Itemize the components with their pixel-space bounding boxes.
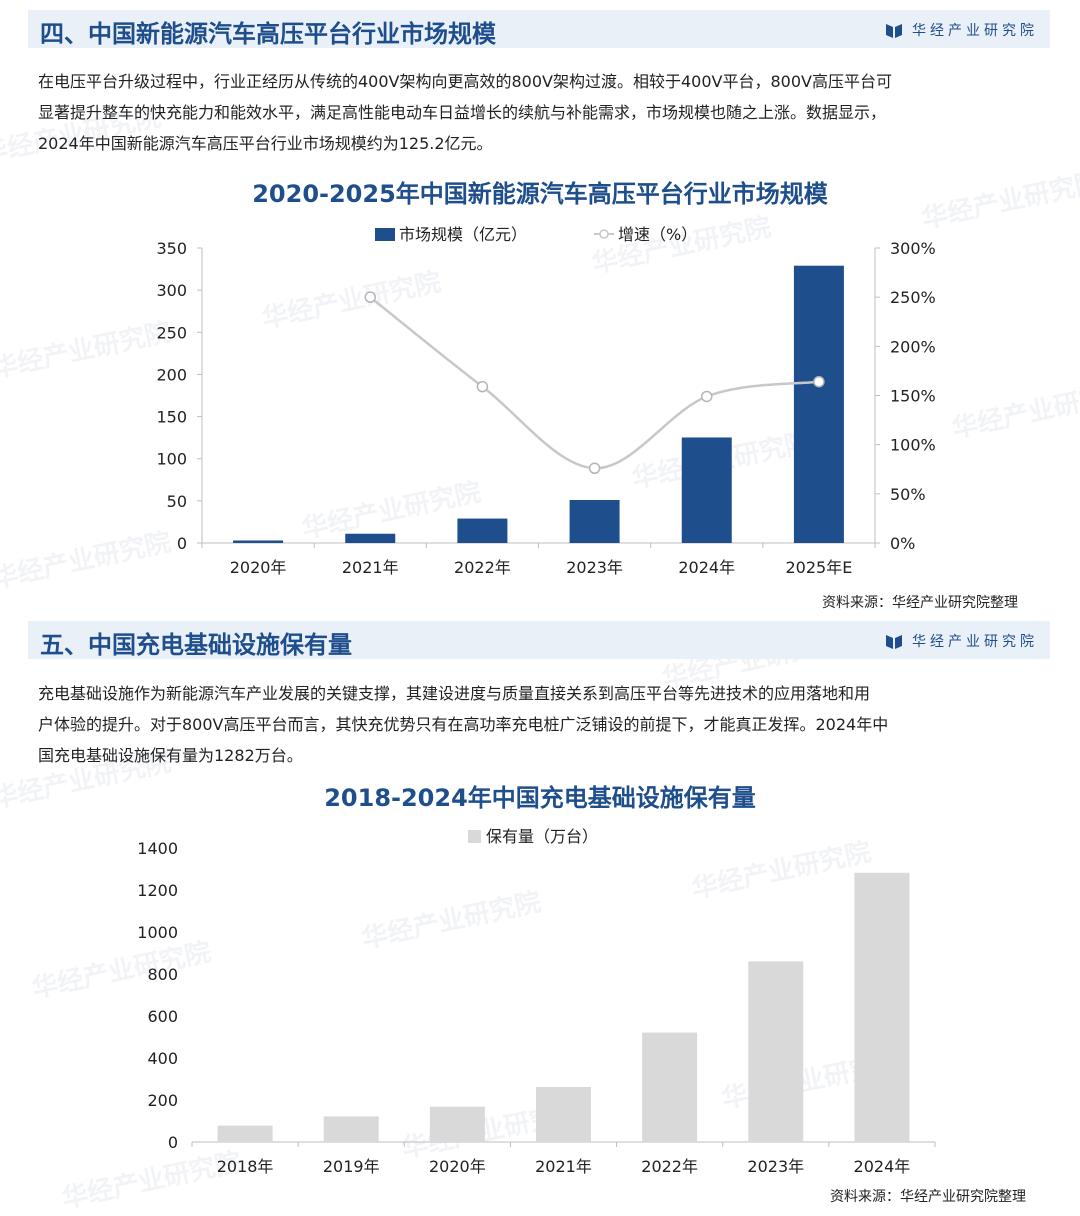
y-tick-label: 1400	[137, 839, 178, 858]
brand-logo-icon	[886, 635, 902, 649]
chart2-title: 2018-2024年中国充电基础设施保有量	[324, 784, 756, 812]
y-tick-label: 600	[147, 1007, 178, 1026]
y-tick-label: 0	[168, 1133, 178, 1152]
y2-tick-label: 250%	[890, 288, 936, 307]
paragraph-line: 户体验的提升。对于800V高压平台而言，其快充优势只有在高功率充电桩广泛铺设的前…	[38, 715, 889, 734]
brand-logo: 华经产业研究院	[886, 20, 1038, 40]
paragraph-line: 显著提升整车的快充能力和能效水平，满足高性能电动车日益增长的续航与补能需求，市场…	[38, 103, 887, 122]
y-tick-label: 200	[147, 1091, 178, 1110]
paragraph-line: 国充电基础设施保有量为1282万台。	[38, 746, 303, 765]
brand-name: 华经产业研究院	[912, 23, 1038, 39]
bar-charging-count	[854, 872, 910, 1142]
y2-tick-label: 300%	[890, 239, 936, 258]
x-tick-label: 2022年	[641, 1157, 698, 1176]
chart2-plot: 保有量（万台） 0 200 400 600 800 1000 1200 1400 2018年 201…	[137, 827, 936, 1176]
x-tick-label: 2020年	[230, 558, 287, 577]
bar-market-size	[681, 437, 732, 543]
bar-charging-count	[748, 961, 804, 1142]
bar-market-size	[345, 533, 396, 543]
bar-market-size	[233, 540, 284, 543]
x-tick-label: 2018年	[217, 1157, 274, 1176]
growth-point	[364, 291, 376, 303]
bar-charging-count	[429, 1106, 485, 1142]
section-header-5: 五、中国充电基础设施保有量 华经产业研究院	[28, 621, 1050, 659]
legend-label-growth: 增速（%）	[618, 225, 697, 244]
x-tick-label: 2021年	[535, 1157, 592, 1176]
legend-swatch-market-size	[375, 228, 395, 241]
bar-charging-count	[217, 1125, 273, 1142]
growth-point	[701, 390, 713, 403]
legend-label-count: 保有量（万台）	[486, 827, 598, 846]
y2-tick-label: 100%	[890, 436, 936, 455]
y2-tick-label: 200%	[890, 337, 936, 356]
bar-charging-count	[536, 1086, 591, 1142]
y-tick-label: 50	[167, 492, 187, 511]
paragraph-line: 充电基础设施作为新能源汽车产业发展的关键支撑，其建设进度与质量直接关系到高压平台…	[38, 684, 871, 703]
section5-paragraph: 充电基础设施作为新能源汽车产业发展的关键支撑，其建设进度与质量直接关系到高压平台…	[38, 678, 1050, 771]
paragraph-line: 在电压平台升级过程中，行业正经历从传统的400V架构向更高效的800V架构过渡。…	[38, 72, 892, 91]
bar-charging-count	[642, 1032, 698, 1142]
chart1-source: 资料来源：华经产业研究院整理	[822, 595, 1018, 611]
y2-tick-label: 50%	[890, 485, 926, 504]
y-tick-label: 400	[147, 1049, 178, 1068]
bar-market-size	[793, 265, 844, 543]
growth-point	[588, 462, 601, 475]
y2-tick-label: 150%	[890, 387, 936, 406]
x-tick-label: 2025年E	[785, 558, 852, 577]
y-tick-label: 1000	[137, 923, 178, 942]
x-tick-label: 2023年	[566, 558, 623, 577]
paragraph-line: 2024年中国新能源汽车高压平台行业市场规模约为125.2亿元。	[38, 134, 493, 153]
x-tick-label: 2024年	[678, 558, 735, 577]
chart2-source: 资料来源：华经产业研究院整理	[830, 1189, 1026, 1205]
section4-paragraph: 在电压平台升级过程中，行业正经历从传统的400V架构向更高效的800V架构过渡。…	[38, 66, 1050, 159]
y-tick-label: 100	[156, 450, 187, 469]
y-tick-label: 300	[156, 281, 187, 300]
y2-tick-label: 0%	[890, 534, 915, 553]
brand-logo: 华经产业研究院	[886, 631, 1038, 651]
bar-market-size	[457, 518, 508, 543]
growth-line	[369, 296, 820, 470]
x-tick-label: 2022年	[454, 558, 511, 577]
bar-market-size	[569, 500, 620, 543]
y-tick-label: 350	[156, 239, 187, 258]
x-tick-label: 2020年	[429, 1157, 486, 1176]
y-tick-label: 150	[156, 408, 187, 427]
section-header-4: 四、中国新能源汽车高压平台行业市场规模 华经产业研究院	[28, 10, 1050, 48]
chart1-plot: 市场规模（亿元） 增速（%） 0 50 100 150 200 250 300 350 0% 50% 1…	[156, 225, 936, 577]
y-tick-label: 800	[147, 965, 178, 984]
legend-swatch-count	[468, 830, 481, 843]
chart1-title: 2020-2025年中国新能源汽车高压平台行业市场规模	[252, 180, 828, 208]
y-tick-label: 1200	[137, 881, 178, 900]
section-title: 四、中国新能源汽车高压平台行业市场规模	[40, 20, 496, 48]
section-title: 五、中国充电基础设施保有量	[40, 631, 352, 659]
y-tick-label: 0	[177, 534, 187, 553]
bar-charging-count	[323, 1116, 379, 1142]
x-tick-label: 2024年	[854, 1157, 911, 1176]
brand-name: 华经产业研究院	[912, 634, 1038, 650]
brand-logo-icon	[886, 24, 902, 38]
growth-point	[813, 375, 825, 388]
y-tick-label: 200	[156, 365, 187, 384]
legend-marker-growth	[599, 229, 609, 239]
x-tick-label: 2023年	[747, 1157, 804, 1176]
x-tick-label: 2021年	[342, 558, 399, 577]
y-tick-label: 250	[156, 323, 187, 342]
growth-point	[476, 380, 489, 393]
legend-label-market-size: 市场规模（亿元）	[399, 225, 527, 244]
x-tick-label: 2019年	[323, 1157, 380, 1176]
